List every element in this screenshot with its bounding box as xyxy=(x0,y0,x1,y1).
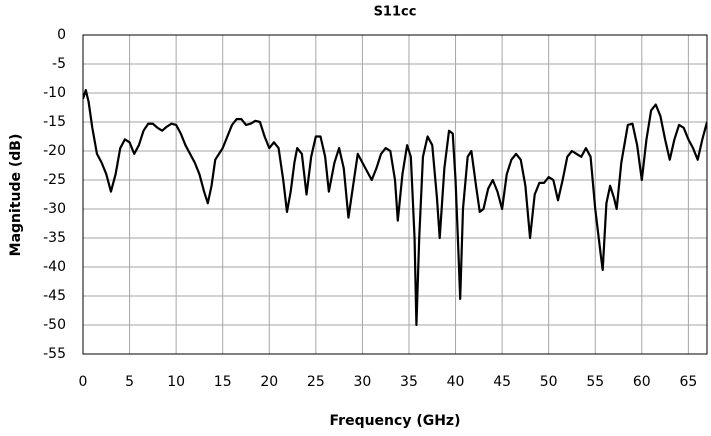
y-tick-label: -40 xyxy=(43,259,66,275)
x-tick-label: 35 xyxy=(400,374,418,390)
y-tick-label: -50 xyxy=(43,317,66,333)
x-tick-label: 20 xyxy=(260,374,278,390)
y-tick-label: -20 xyxy=(43,143,66,159)
y-tick-label: -5 xyxy=(52,56,66,72)
x-tick-label: 10 xyxy=(167,374,185,390)
x-tick-label: 65 xyxy=(679,374,697,390)
x-tick-label: 60 xyxy=(633,374,651,390)
y-tick-label: -55 xyxy=(43,346,66,362)
y-tick-label: -10 xyxy=(43,85,66,101)
x-tick-label: 25 xyxy=(307,374,325,390)
data-line xyxy=(83,89,707,327)
x-tick-label: 0 xyxy=(79,374,88,390)
y-tick-label: -45 xyxy=(43,288,66,304)
y-tick-label: -35 xyxy=(43,230,66,246)
y-tick-label: 0 xyxy=(57,27,66,43)
x-tick-label: 15 xyxy=(214,374,232,390)
y-tick-label: -25 xyxy=(43,172,66,188)
y-axis-title: Magnitude (dB) xyxy=(8,134,24,257)
x-tick-label: 40 xyxy=(447,374,465,390)
x-tick-label: 30 xyxy=(353,374,371,390)
x-tick-label: 5 xyxy=(125,374,134,390)
y-tick-label: -15 xyxy=(43,114,66,130)
x-tick-label: 45 xyxy=(493,374,511,390)
x-axis-title: Frequency (GHz) xyxy=(330,413,461,429)
plot-border xyxy=(82,34,708,355)
y-tick-label: -30 xyxy=(43,201,66,217)
x-tick-label: 55 xyxy=(586,374,604,390)
chart-title: S11cc xyxy=(374,5,417,20)
x-tick-label: 50 xyxy=(540,374,558,390)
